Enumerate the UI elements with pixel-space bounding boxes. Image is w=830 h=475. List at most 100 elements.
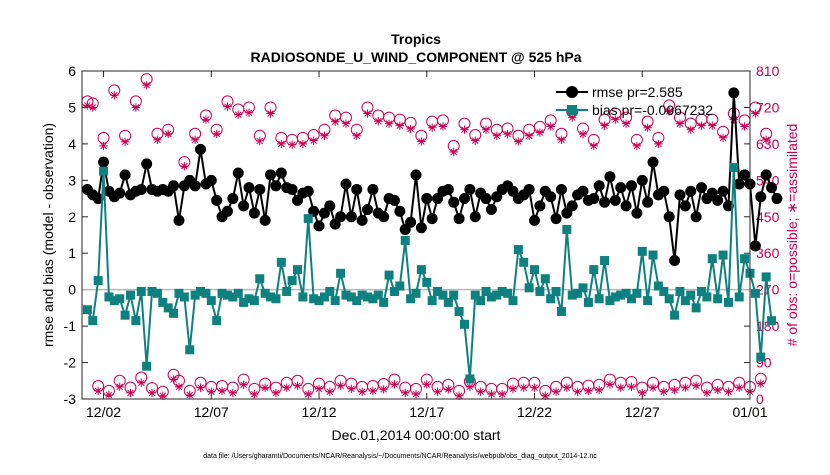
bias-point [486,292,496,302]
rmse-point [717,185,729,197]
rmse-point [211,194,223,206]
bias-point [686,290,696,300]
assimilated-marker [433,387,442,396]
assimilated-marker [761,135,771,145]
bias-point [136,286,146,296]
bias-point [125,290,135,300]
assimilated-marker [508,384,518,394]
rmse-point [313,220,325,232]
chart-title: Tropics [391,31,441,47]
assimilated-marker [266,109,275,118]
assimilated-marker [104,390,114,400]
rmse-point [631,207,643,219]
rmse-point [739,169,751,181]
x-axis-label: Dec.01,2014 00:00:00 start [332,427,501,443]
bias-point [266,292,276,302]
bias-point [325,286,335,296]
rmse-point [469,211,481,223]
bias-point [104,292,114,302]
rmse-point [92,193,104,205]
assimilated-marker [374,117,383,126]
bias-point [260,288,270,298]
rmse-point [679,200,691,212]
bias-point [249,296,259,306]
bias-point [497,286,507,296]
rmse-point [168,180,180,192]
bias-point [675,286,685,296]
rmse-point [588,193,600,205]
bias-point [201,288,211,298]
assimilated-marker [708,121,717,130]
rmse-point [259,214,271,226]
assimilated-marker [422,380,431,389]
bias-point [729,163,739,173]
bias-point [546,294,556,304]
assimilated-marker [368,386,378,396]
rmse-point [464,183,476,195]
x-tick-label: 01/01 [732,404,767,420]
assimilated-marker [147,388,157,398]
bias-point [303,214,313,224]
rmse-point [480,193,492,205]
bias-point [120,310,130,320]
assimilated-marker [740,122,749,131]
assimilated-marker [137,378,146,387]
bias-point [357,290,367,300]
bias-point [616,290,626,300]
bias-series-layer [82,163,777,384]
rmse-point [141,158,153,170]
assimilated-marker [600,121,609,130]
bias-point [621,288,631,298]
bias-point [368,294,378,304]
bias-point [632,288,642,298]
assimilated-marker [417,137,426,146]
assimilated-marker [228,388,238,398]
bias-point [163,303,173,313]
assimilated-marker [427,123,437,132]
assimilated-marker [756,379,765,388]
rmse-point [98,156,110,168]
rmse-point [555,183,567,195]
bias-point [767,316,777,326]
bias-point [476,296,486,306]
bias-point [556,307,566,317]
bias-point [438,290,448,300]
assimilated-marker [584,386,593,396]
bias-point [196,286,206,296]
rmse-point [238,200,250,212]
rmse-point [232,167,244,179]
bias-point [422,277,432,287]
assimilated-marker [88,103,97,112]
bias-point [330,296,340,306]
bias-point [82,305,92,315]
y-tick-label-left: 5 [68,99,76,115]
assimilated-marker [557,135,566,145]
bias-point [276,257,286,267]
assimilated-marker [632,141,642,151]
bias-point [255,274,265,284]
bias-point [379,297,389,307]
rmse-point [599,196,611,208]
bias-point [600,256,610,266]
bias-point [373,290,383,300]
assimilated-marker [357,387,367,396]
y-tick-label-left: 3 [68,172,76,188]
assimilated-marker [460,125,469,134]
bias-point [109,296,119,306]
assimilated-marker [153,135,162,145]
x-tick-label: 12/22 [517,404,552,420]
assimilated-marker [713,385,722,395]
assimilated-marker [670,385,679,395]
bias-point [513,245,523,255]
rmse-point [458,193,470,205]
assimilated-marker [298,139,308,149]
bias-point [185,345,195,355]
assimilated-marker [551,387,561,396]
bias-point [740,254,750,264]
rmse-point [205,174,217,186]
rmse-point [119,169,131,181]
assimilated-marker [390,380,399,389]
bias-point [707,254,717,264]
bias-point [174,288,184,298]
